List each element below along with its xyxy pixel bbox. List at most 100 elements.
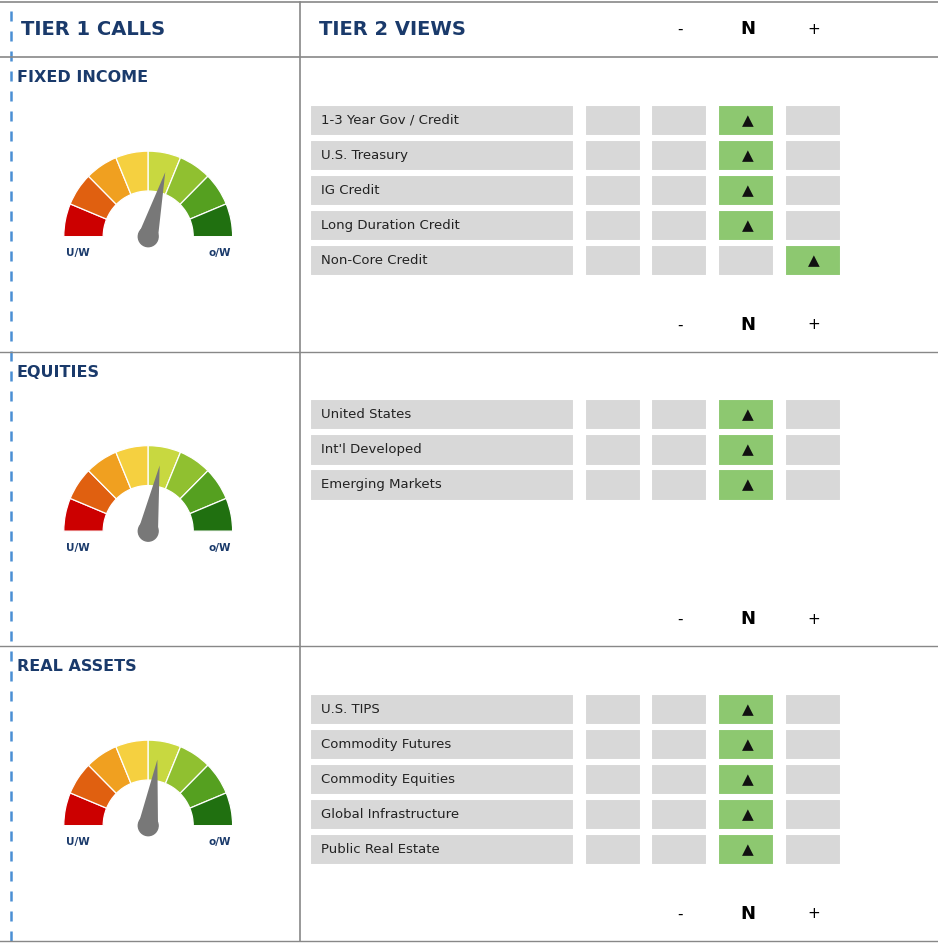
Bar bbox=[719, 434, 775, 466]
Bar bbox=[585, 104, 641, 136]
Text: -: - bbox=[677, 612, 683, 627]
Bar bbox=[585, 175, 641, 206]
Polygon shape bbox=[139, 760, 158, 827]
Bar bbox=[650, 210, 707, 241]
Text: +: + bbox=[808, 612, 821, 627]
Wedge shape bbox=[148, 740, 180, 784]
Text: FIXED INCOME: FIXED INCOME bbox=[17, 70, 148, 86]
Text: Non-Core Credit: Non-Core Credit bbox=[321, 255, 428, 267]
Bar bbox=[784, 399, 841, 430]
Bar bbox=[784, 799, 841, 830]
Wedge shape bbox=[189, 499, 233, 531]
Bar bbox=[719, 834, 775, 865]
Text: N: N bbox=[740, 316, 755, 333]
Bar bbox=[719, 175, 775, 206]
Text: TIER 1 CALLS: TIER 1 CALLS bbox=[21, 20, 165, 39]
Text: ▲: ▲ bbox=[742, 808, 753, 822]
Text: ▲: ▲ bbox=[742, 843, 753, 857]
Bar bbox=[650, 694, 707, 725]
Text: 1-3 Year Gov / Credit: 1-3 Year Gov / Credit bbox=[321, 114, 459, 126]
Text: ▲: ▲ bbox=[809, 254, 820, 268]
Text: +: + bbox=[808, 22, 821, 37]
Text: N: N bbox=[740, 905, 755, 922]
Bar bbox=[784, 210, 841, 241]
Bar bbox=[719, 469, 775, 501]
Text: ▲: ▲ bbox=[742, 408, 753, 422]
Text: REAL ASSETS: REAL ASSETS bbox=[17, 659, 137, 674]
Text: IG Credit: IG Credit bbox=[321, 184, 379, 197]
Text: ▲: ▲ bbox=[742, 478, 753, 492]
Bar bbox=[585, 245, 641, 276]
Text: Emerging Markets: Emerging Markets bbox=[321, 479, 442, 491]
Wedge shape bbox=[88, 158, 131, 204]
Bar bbox=[719, 729, 775, 760]
Bar bbox=[585, 434, 641, 466]
Text: -: - bbox=[677, 317, 683, 332]
Text: ▲: ▲ bbox=[742, 183, 753, 198]
Bar bbox=[784, 469, 841, 501]
Bar bbox=[650, 764, 707, 795]
Text: -: - bbox=[677, 22, 683, 37]
Circle shape bbox=[138, 227, 159, 247]
Text: EQUITIES: EQUITIES bbox=[17, 365, 99, 380]
Bar bbox=[784, 175, 841, 206]
Text: ▲: ▲ bbox=[742, 218, 753, 233]
Text: Global Infrastructure: Global Infrastructure bbox=[321, 808, 459, 821]
Wedge shape bbox=[70, 765, 116, 808]
Bar bbox=[719, 799, 775, 830]
Text: Commodity Futures: Commodity Futures bbox=[321, 738, 451, 750]
Text: ▲: ▲ bbox=[742, 443, 753, 457]
Wedge shape bbox=[180, 470, 226, 514]
Bar bbox=[650, 245, 707, 276]
Bar bbox=[719, 104, 775, 136]
Bar bbox=[310, 799, 574, 830]
Bar bbox=[585, 694, 641, 725]
Text: Long Duration Credit: Long Duration Credit bbox=[321, 219, 460, 232]
Bar bbox=[310, 245, 574, 276]
Bar bbox=[650, 104, 707, 136]
Text: -: - bbox=[677, 906, 683, 922]
Bar bbox=[585, 764, 641, 795]
Text: U/W: U/W bbox=[66, 248, 89, 258]
Text: U.S. TIPS: U.S. TIPS bbox=[321, 703, 380, 715]
Wedge shape bbox=[70, 470, 116, 514]
Text: N: N bbox=[740, 611, 755, 628]
Bar bbox=[784, 764, 841, 795]
Wedge shape bbox=[180, 176, 226, 219]
Bar bbox=[310, 175, 574, 206]
Bar bbox=[310, 694, 574, 725]
Bar bbox=[310, 764, 574, 795]
Bar bbox=[719, 694, 775, 725]
Bar bbox=[784, 694, 841, 725]
Bar bbox=[310, 434, 574, 466]
Wedge shape bbox=[70, 176, 116, 219]
Bar bbox=[585, 399, 641, 430]
Text: ▲: ▲ bbox=[742, 113, 753, 127]
Bar bbox=[650, 469, 707, 501]
Bar bbox=[650, 834, 707, 865]
Wedge shape bbox=[64, 499, 107, 531]
Text: +: + bbox=[808, 906, 821, 922]
Bar bbox=[784, 434, 841, 466]
Wedge shape bbox=[189, 204, 233, 237]
Bar bbox=[310, 834, 574, 865]
Bar bbox=[719, 399, 775, 430]
Text: Commodity Equities: Commodity Equities bbox=[321, 773, 455, 786]
Wedge shape bbox=[165, 158, 208, 204]
Bar bbox=[650, 399, 707, 430]
Bar bbox=[784, 729, 841, 760]
Wedge shape bbox=[116, 446, 148, 489]
Wedge shape bbox=[165, 452, 208, 499]
Text: U.S. Treasury: U.S. Treasury bbox=[321, 149, 408, 162]
Text: ▲: ▲ bbox=[742, 702, 753, 716]
Bar bbox=[310, 399, 574, 430]
Text: TIER 2 VIEWS: TIER 2 VIEWS bbox=[319, 20, 466, 39]
Text: ▲: ▲ bbox=[742, 148, 753, 162]
Wedge shape bbox=[116, 151, 148, 195]
Bar bbox=[310, 104, 574, 136]
Wedge shape bbox=[88, 452, 131, 499]
Bar bbox=[310, 140, 574, 171]
Circle shape bbox=[138, 816, 159, 836]
Text: U/W: U/W bbox=[66, 542, 89, 553]
Polygon shape bbox=[139, 466, 159, 533]
